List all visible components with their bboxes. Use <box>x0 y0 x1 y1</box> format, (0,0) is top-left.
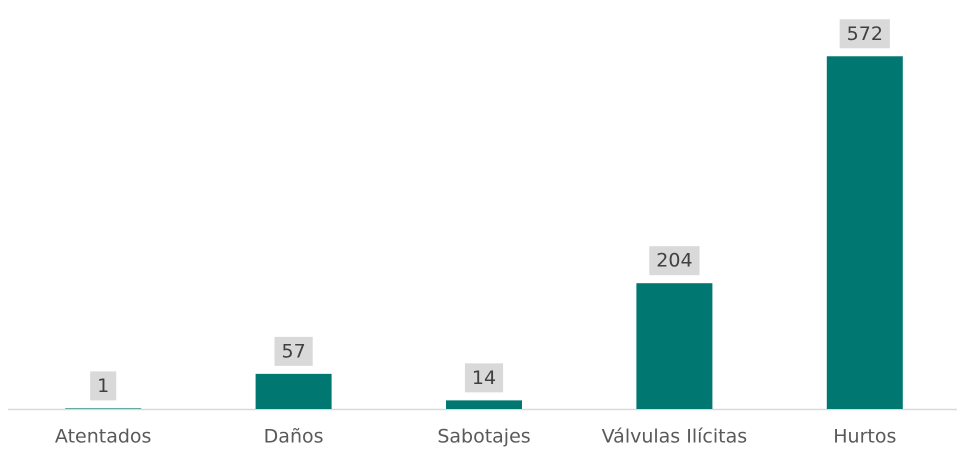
value-label-box <box>649 246 700 276</box>
x-tick-label: Daños <box>264 426 324 448</box>
bar <box>255 373 332 409</box>
value-label-box <box>90 371 117 401</box>
value-label-box <box>839 19 890 49</box>
bar <box>826 56 903 410</box>
x-tick-label: Hurtos <box>833 426 896 448</box>
value-label: 57 <box>282 340 306 362</box>
x-tick-label: Sabotajes <box>437 426 530 448</box>
value-label: 204 <box>656 250 692 272</box>
x-tick-label: Válvulas Ilícitas <box>602 426 747 448</box>
value-label: 14 <box>472 367 496 389</box>
bar <box>446 400 522 409</box>
value-label: 572 <box>847 23 883 45</box>
x-tick-label: Atentados <box>55 426 152 448</box>
value-label-box <box>464 363 504 393</box>
bar <box>636 283 713 409</box>
value-label-box <box>274 336 313 366</box>
value-label: 1 <box>97 375 109 397</box>
bar <box>65 408 142 409</box>
